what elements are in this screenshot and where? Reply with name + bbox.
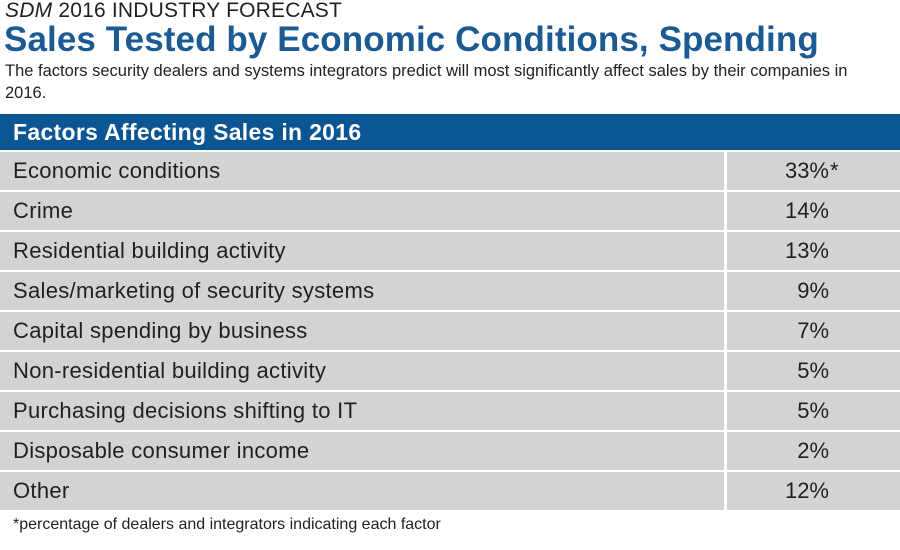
row-label: Sales/marketing of security systems bbox=[0, 272, 727, 310]
row-value: 13% bbox=[784, 238, 829, 263]
row-value-cell: 14% bbox=[727, 192, 900, 230]
row-value: 5% bbox=[797, 398, 829, 423]
table-row: Residential building activity 13% bbox=[0, 232, 900, 270]
table-body: Economic conditions 33% * Crime 14% Residenti… bbox=[0, 152, 900, 510]
row-label: Economic conditions bbox=[0, 152, 727, 190]
table-row: Other 12% bbox=[0, 472, 900, 510]
row-label: Other bbox=[0, 472, 727, 510]
table-row: Capital spending by business 7% bbox=[0, 312, 900, 350]
table-row: Disposable consumer income 2% bbox=[0, 432, 900, 470]
row-value-cell: 12% bbox=[727, 472, 900, 510]
kicker: SDM 2016 INDUSTRY FORECAST bbox=[5, 0, 342, 22]
row-value: 9% bbox=[797, 278, 829, 303]
row-label: Purchasing decisions shifting to IT bbox=[0, 392, 727, 430]
chart-title: Sales Tested by Economic Conditions, Spe… bbox=[4, 20, 819, 59]
row-value: 14% bbox=[784, 198, 829, 223]
footnote: *percentage of dealers and integrators i… bbox=[13, 516, 441, 533]
row-label: Residential building activity bbox=[0, 232, 727, 270]
row-value-cell: 9% bbox=[727, 272, 900, 310]
table-row: Economic conditions 33% * bbox=[0, 152, 900, 190]
table-row: Non-residential building activity 5% bbox=[0, 352, 900, 390]
row-label: Capital spending by business bbox=[0, 312, 727, 350]
row-label: Crime bbox=[0, 192, 727, 230]
row-value-cell: 7% bbox=[727, 312, 900, 350]
kicker-text: 2016 INDUSTRY FORECAST bbox=[58, 0, 343, 22]
kicker-brand: SDM bbox=[5, 0, 53, 22]
row-label: Non-residential building activity bbox=[0, 352, 727, 390]
row-value-cell: 33% * bbox=[727, 152, 900, 190]
chart-subtitle: The factors security dealers and systems… bbox=[5, 62, 848, 102]
row-value-cell: 5% bbox=[727, 392, 900, 430]
table-row: Crime 14% bbox=[0, 192, 900, 230]
footnote-marker: * bbox=[830, 158, 839, 183]
row-value: 5% bbox=[797, 358, 829, 383]
row-value: 12% bbox=[784, 478, 829, 503]
row-label: Disposable consumer income bbox=[0, 432, 727, 470]
row-value: 2% bbox=[797, 438, 829, 463]
row-value: 7% bbox=[797, 318, 829, 343]
row-value-cell: 13% bbox=[727, 232, 900, 270]
table-row: Sales/marketing of security systems 9% bbox=[0, 272, 900, 310]
table-header: Factors Affecting Sales in 2016 bbox=[0, 114, 900, 150]
factors-table: Factors Affecting Sales in 2016 Economic… bbox=[0, 114, 900, 510]
table-row: Purchasing decisions shifting to IT 5% bbox=[0, 392, 900, 430]
row-value: 33% bbox=[784, 158, 829, 183]
row-value-cell: 5% bbox=[727, 352, 900, 390]
row-value-cell: 2% bbox=[727, 432, 900, 470]
